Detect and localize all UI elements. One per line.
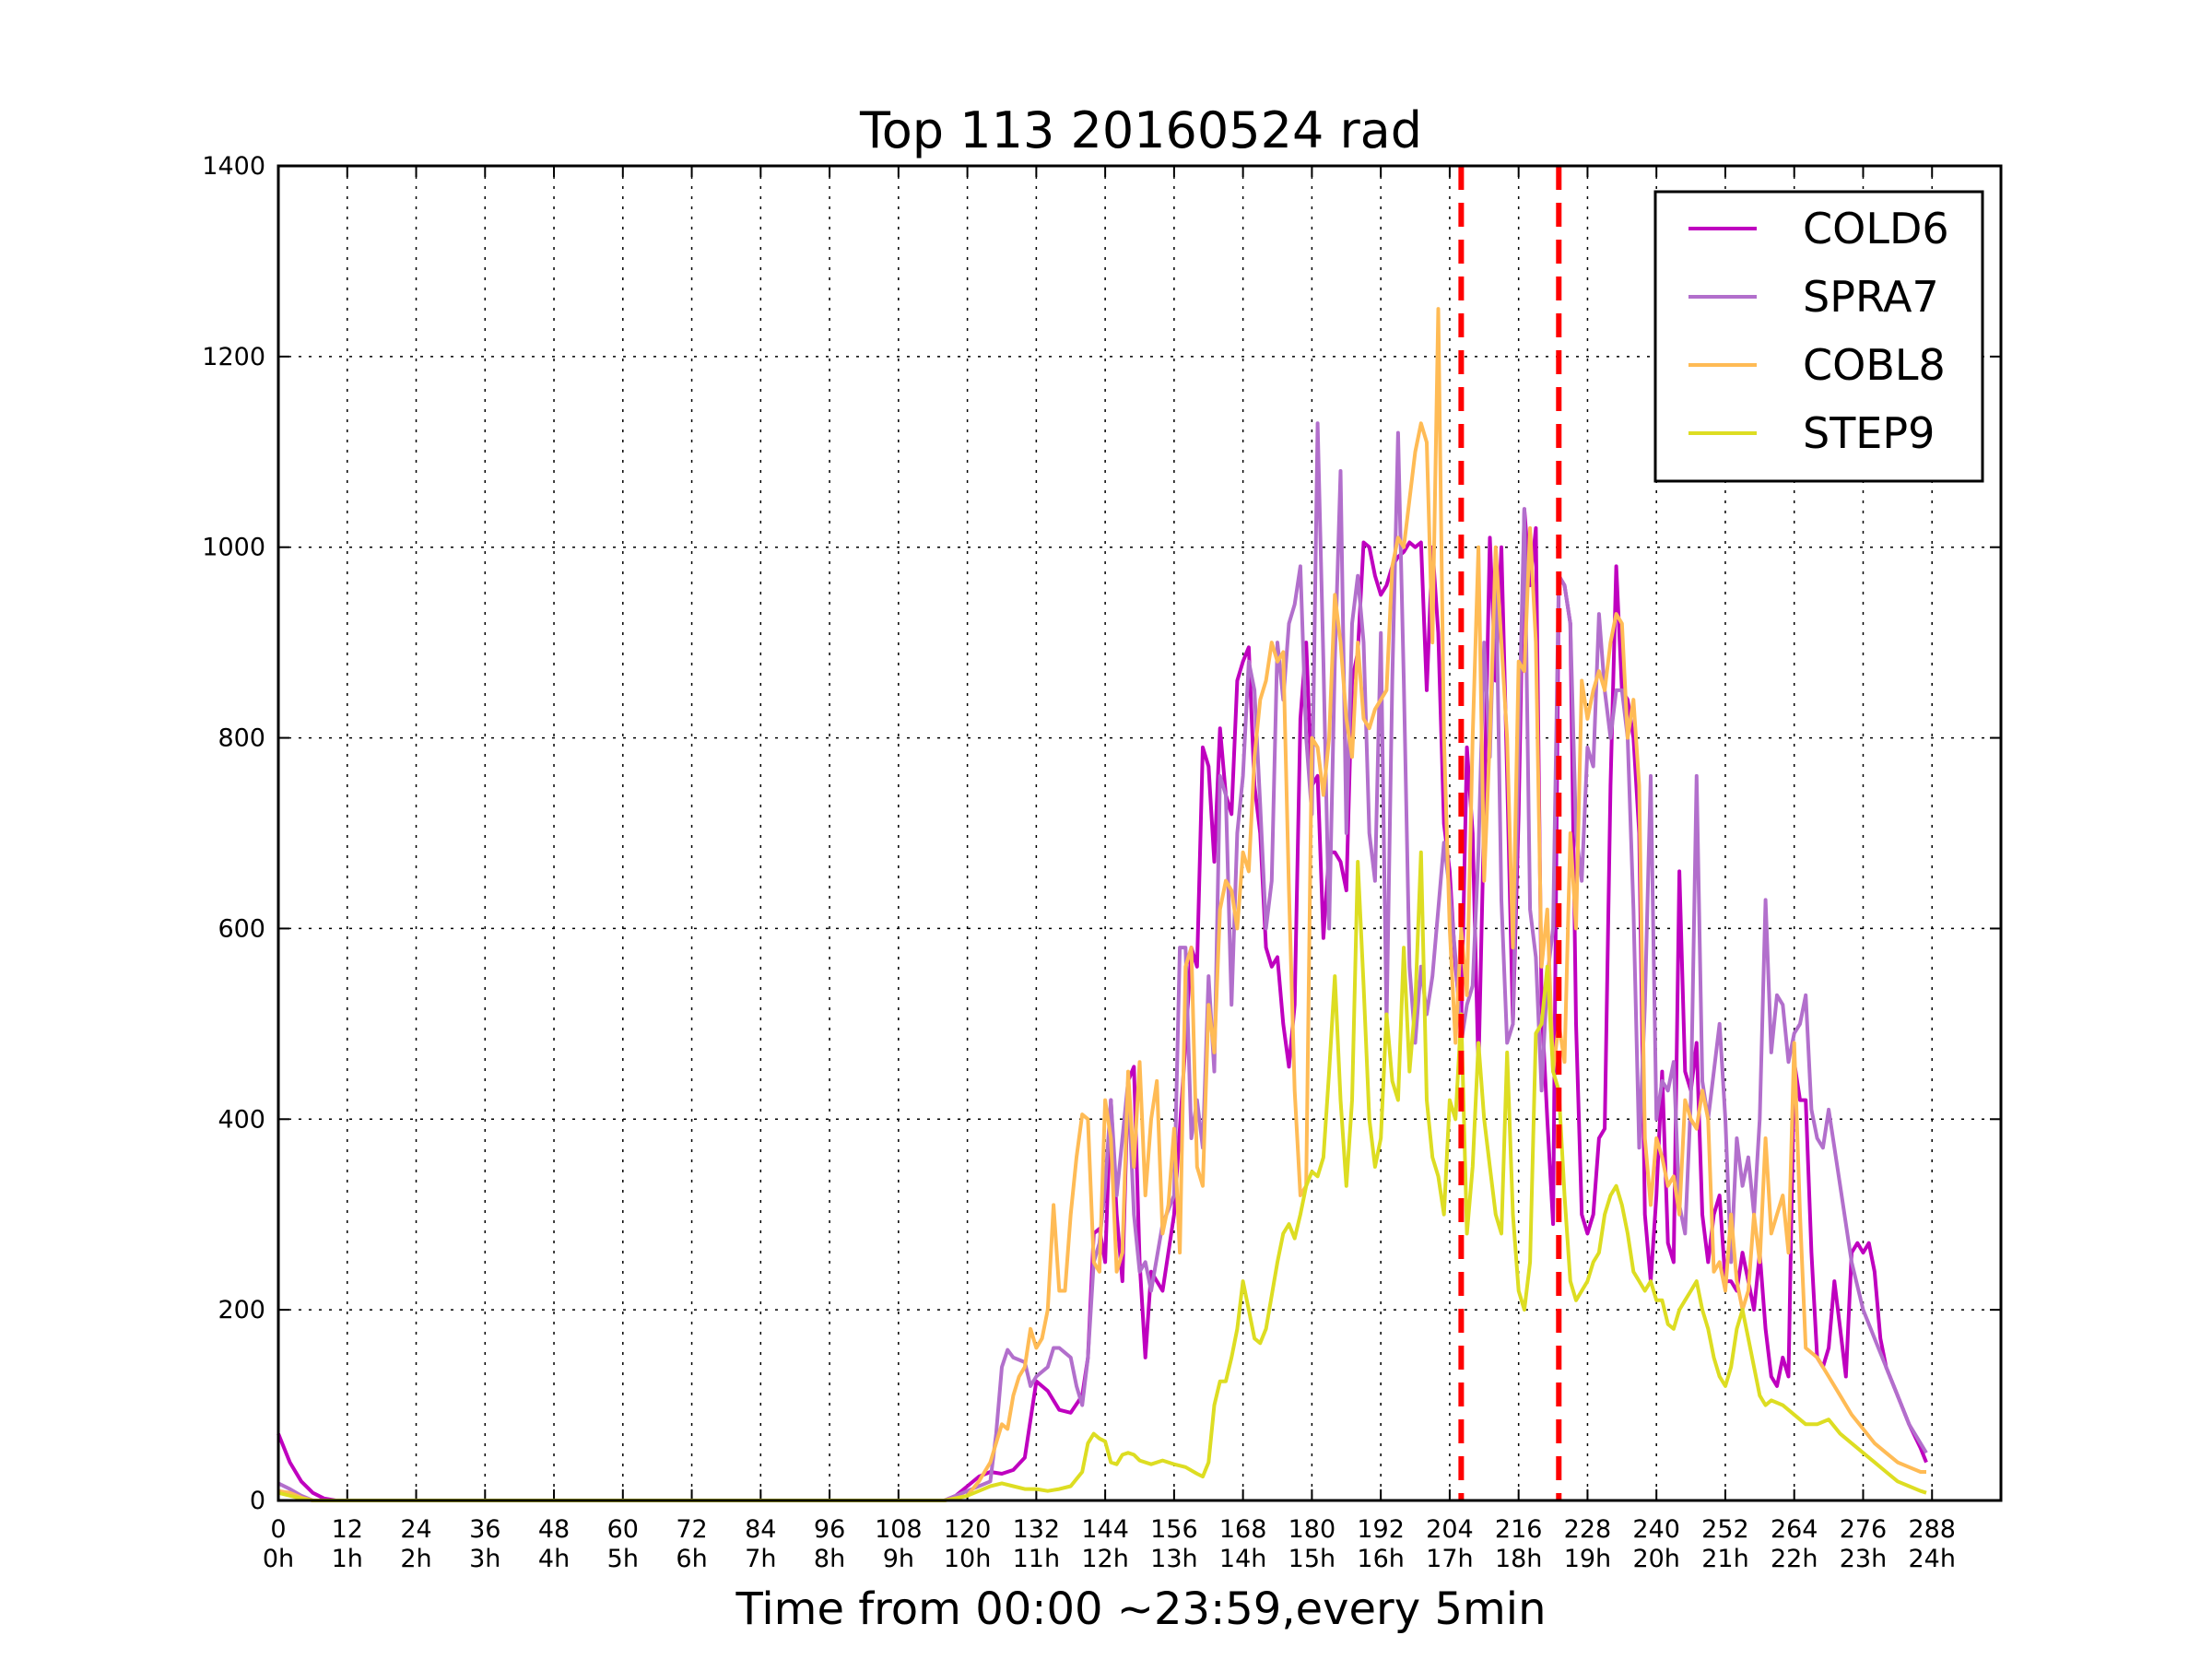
- x-tick-label: 180: [1288, 1515, 1336, 1544]
- y-tick-label: 1400: [202, 152, 265, 181]
- x-tick-label: 276: [1840, 1515, 1888, 1544]
- x-tick-sublabel: 16h: [1357, 1545, 1404, 1573]
- legend-label-step9: STEP9: [1803, 408, 1935, 458]
- x-tick-sublabel: 20h: [1632, 1545, 1679, 1573]
- chart-title: Top 113 20160524 rad: [859, 101, 1422, 159]
- x-tick-label: 108: [875, 1515, 923, 1544]
- axis-ticks: 00h121h242h363h484h605h726h847h968h1089h…: [202, 152, 2001, 1573]
- x-tick-label: 12: [332, 1515, 363, 1544]
- x-tick-sublabel: 14h: [1219, 1545, 1266, 1573]
- x-tick-sublabel: 2h: [400, 1545, 431, 1573]
- series-lines: [276, 307, 1928, 1502]
- x-tick-label: 120: [944, 1515, 992, 1544]
- x-tick-label: 264: [1771, 1515, 1818, 1544]
- x-tick-label: 252: [1701, 1515, 1749, 1544]
- x-axis-label: Time from 00:00 ~23:59,every 5min: [735, 1583, 1547, 1635]
- x-tick-sublabel: 17h: [1426, 1545, 1473, 1573]
- x-tick-label: 72: [676, 1515, 707, 1544]
- x-tick-sublabel: 15h: [1288, 1545, 1335, 1573]
- y-tick-label: 400: [218, 1105, 265, 1134]
- x-tick-label: 60: [607, 1515, 639, 1544]
- x-tick-sublabel: 1h: [332, 1545, 363, 1573]
- x-tick-sublabel: 19h: [1564, 1545, 1611, 1573]
- reference-lines: [1458, 166, 1562, 1500]
- x-tick-label: 192: [1357, 1515, 1405, 1544]
- x-tick-sublabel: 23h: [1840, 1545, 1887, 1573]
- x-tick-label: 204: [1426, 1515, 1474, 1544]
- legend-label-spra7: SPRA7: [1803, 272, 1939, 322]
- x-tick-label: 156: [1150, 1515, 1198, 1544]
- x-tick-sublabel: 12h: [1081, 1545, 1128, 1573]
- x-tick-sublabel: 0h: [263, 1545, 294, 1573]
- x-tick-sublabel: 10h: [944, 1545, 991, 1573]
- y-tick-label: 1000: [202, 534, 265, 562]
- x-tick-label: 144: [1081, 1515, 1129, 1544]
- y-tick-label: 1200: [202, 343, 265, 371]
- x-tick-sublabel: 8h: [814, 1545, 845, 1573]
- legend: COLD6 SPRA7 COBL8 STEP9: [1653, 190, 1984, 483]
- y-tick-label: 600: [218, 914, 265, 943]
- x-tick-sublabel: 21h: [1701, 1545, 1748, 1573]
- x-tick-sublabel: 11h: [1013, 1545, 1060, 1573]
- legend-label-cobl8: COBL8: [1803, 340, 1946, 390]
- x-tick-label: 132: [1013, 1515, 1061, 1544]
- y-tick-label: 0: [250, 1487, 265, 1515]
- legend-label-cold6: COLD6: [1803, 204, 1949, 253]
- x-tick-sublabel: 7h: [745, 1545, 776, 1573]
- x-tick-sublabel: 3h: [469, 1545, 500, 1573]
- plot-frame: [276, 164, 2003, 1502]
- x-tick-label: 84: [745, 1515, 776, 1544]
- x-tick-sublabel: 6h: [676, 1545, 707, 1573]
- x-tick-label: 288: [1908, 1515, 1956, 1544]
- series-line-spra7: [277, 421, 1928, 1502]
- x-tick-label: 24: [400, 1515, 431, 1544]
- x-tick-label: 48: [538, 1515, 570, 1544]
- x-tick-sublabel: 5h: [607, 1545, 639, 1573]
- x-tick-sublabel: 22h: [1771, 1545, 1818, 1573]
- series-line-step9: [277, 850, 1927, 1502]
- x-tick-label: 240: [1632, 1515, 1680, 1544]
- x-tick-label: 0: [270, 1515, 286, 1544]
- x-tick-label: 96: [814, 1515, 845, 1544]
- x-tick-sublabel: 4h: [538, 1545, 570, 1573]
- x-tick-sublabel: 24h: [1909, 1545, 1956, 1573]
- y-tick-label: 200: [218, 1296, 265, 1324]
- x-tick-label: 36: [469, 1515, 500, 1544]
- x-tick-sublabel: 13h: [1150, 1545, 1197, 1573]
- series-line-cobl8: [277, 307, 1926, 1502]
- y-tick-label: 800: [218, 724, 265, 753]
- x-tick-label: 228: [1564, 1515, 1612, 1544]
- x-tick-sublabel: 18h: [1495, 1545, 1542, 1573]
- x-tick-label: 216: [1495, 1515, 1543, 1544]
- x-tick-sublabel: 9h: [883, 1545, 914, 1573]
- x-tick-label: 168: [1219, 1515, 1267, 1544]
